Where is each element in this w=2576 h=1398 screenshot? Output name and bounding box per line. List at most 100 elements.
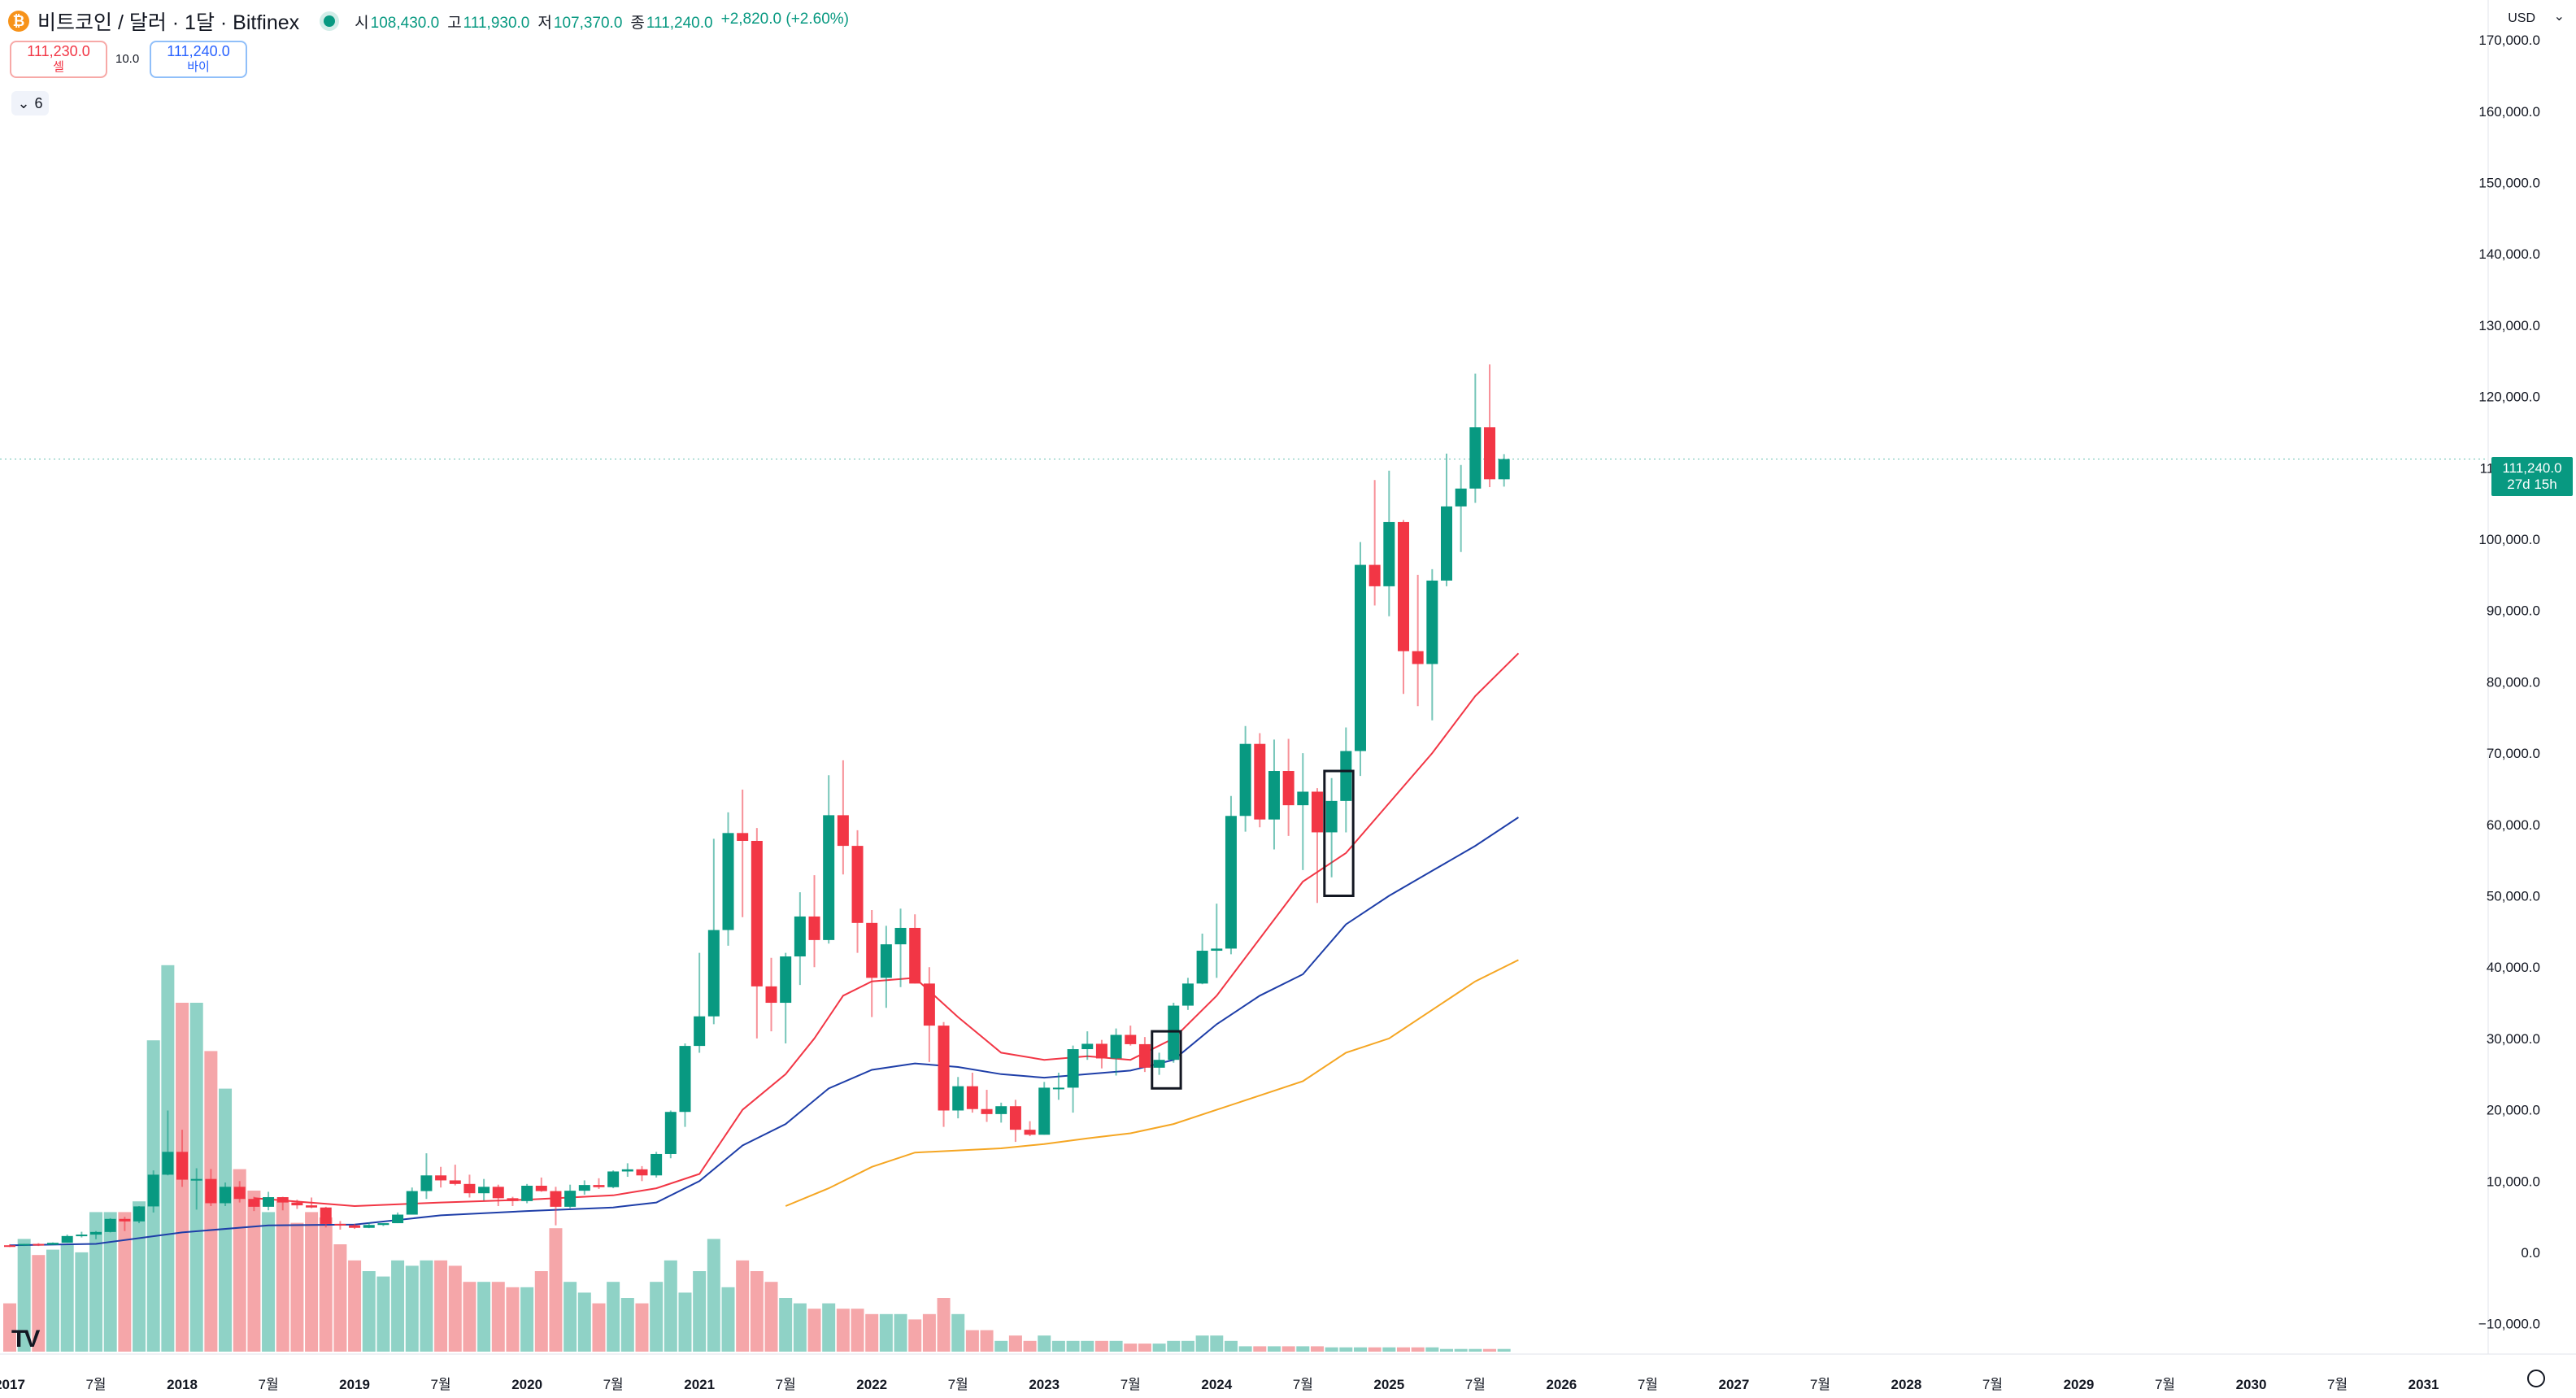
currency-label[interactable]: USD — [2508, 11, 2535, 25]
volume-bar — [1497, 1348, 1511, 1352]
candle — [794, 892, 806, 986]
volume-bar — [1382, 1347, 1396, 1352]
candle — [1024, 1121, 1036, 1137]
candle — [1225, 795, 1237, 955]
x-tick-label: 2024 — [1201, 1377, 1232, 1392]
high-value: 111,930.0 — [463, 14, 530, 32]
candle-body — [1325, 800, 1338, 833]
candle — [894, 908, 907, 987]
candle-body — [593, 1185, 605, 1187]
candle — [392, 1212, 404, 1224]
candle-body — [651, 1153, 663, 1176]
candle — [1354, 542, 1366, 777]
candle-body — [780, 956, 792, 1004]
volume-bar — [779, 1298, 793, 1352]
y-tick-label: 30,000.0 — [2487, 1031, 2540, 1047]
volume-bar — [118, 1212, 132, 1352]
candle-body — [320, 1207, 332, 1224]
candle — [1168, 1003, 1180, 1063]
volume-bar — [564, 1282, 577, 1352]
x-tick-label: 7월 — [1293, 1377, 1313, 1392]
volume-bar — [1425, 1347, 1439, 1352]
candle — [851, 830, 864, 953]
sell-button[interactable]: 111,230.0 셀 — [10, 41, 107, 78]
buy-button[interactable]: 111,240.0 바이 — [150, 41, 247, 78]
candle — [306, 1197, 318, 1209]
candle-body — [966, 1086, 978, 1109]
y-tick-label: 10,000.0 — [2487, 1174, 2540, 1189]
candle — [90, 1230, 102, 1239]
candle-body — [621, 1169, 633, 1172]
candle — [176, 1130, 189, 1187]
y-tick-label: 60,000.0 — [2487, 817, 2540, 833]
candle — [578, 1180, 590, 1195]
candle — [722, 812, 734, 946]
buy-price: 111,240.0 — [167, 43, 230, 59]
candle — [564, 1184, 577, 1209]
volume-bar — [1396, 1347, 1410, 1352]
x-tick-label: 7월 — [603, 1377, 624, 1392]
volume-bar — [736, 1260, 750, 1352]
volume-bar — [607, 1282, 620, 1352]
candle-body — [981, 1108, 993, 1114]
annotation-box — [1151, 1030, 1182, 1090]
candle-body — [133, 1206, 146, 1222]
candle-body — [263, 1197, 275, 1207]
candle — [4, 1243, 15, 1248]
candle-body — [1181, 983, 1194, 1006]
candle — [1239, 725, 1251, 832]
currency-chevron-icon[interactable]: ⌄ — [2553, 10, 2565, 24]
volume-bar — [333, 1244, 347, 1352]
candle-body — [679, 1046, 691, 1113]
candle-body — [435, 1175, 447, 1181]
candle-body — [463, 1183, 476, 1194]
volume-bar — [664, 1260, 677, 1352]
candle — [420, 1153, 433, 1200]
x-tick-label: 2023 — [1029, 1377, 1060, 1392]
candle — [104, 1217, 116, 1233]
volume-bar — [693, 1271, 707, 1352]
x-tick-label: 2031 — [2408, 1377, 2439, 1392]
candle — [1325, 777, 1338, 878]
candle-body — [406, 1191, 418, 1215]
candle-body — [823, 815, 835, 940]
volume-bar — [1195, 1335, 1209, 1352]
volume-bar — [305, 1212, 319, 1352]
candle-body — [1125, 1034, 1137, 1044]
x-tick-label: 7월 — [2155, 1377, 2175, 1392]
volume-bar — [1483, 1348, 1497, 1352]
y-tick-label: 0.0 — [2521, 1245, 2540, 1261]
chevron-down-icon: ⌄ — [17, 94, 30, 111]
candle — [1282, 738, 1295, 836]
x-tick-label: 2017 — [0, 1377, 25, 1392]
candle-body — [1354, 564, 1366, 751]
x-tick-label: 2018 — [167, 1377, 198, 1392]
candle-body — [449, 1180, 461, 1184]
candle — [966, 1072, 978, 1113]
candle-body — [1383, 521, 1395, 586]
symbol-title[interactable]: 비트코인 / 달러 · 1달 · Bitfinex — [37, 11, 300, 34]
change-value: +2,820.0 (+2.60%) — [720, 10, 849, 28]
sell-price: 111,230.0 — [27, 43, 90, 59]
indicators-toggle[interactable]: ⌄ 6 — [11, 91, 49, 115]
candle-body — [176, 1152, 189, 1180]
tradingview-logo-icon[interactable]: TV — [11, 1326, 40, 1352]
y-tick-label: 160,000.0 — [2478, 104, 2540, 120]
candle — [449, 1165, 461, 1186]
indicator-count: 6 — [34, 94, 43, 111]
candle — [406, 1187, 418, 1215]
candle — [1211, 904, 1223, 978]
y-tick-label: 170,000.0 — [2478, 33, 2540, 48]
close-value: 111,240.0 — [646, 14, 713, 32]
candle — [636, 1165, 648, 1182]
settings-icon[interactable] — [2527, 1370, 2545, 1387]
candle-body — [1081, 1043, 1094, 1050]
x-tick-label: 7월 — [1120, 1377, 1141, 1392]
symbol-header: ₿ 비트코인 / 달러 · 1달 · Bitfinex 시 108,430.0 고… — [8, 7, 849, 36]
candle — [248, 1196, 260, 1212]
spread-value: 10.0 — [115, 52, 140, 66]
candle — [190, 1168, 202, 1210]
candle — [363, 1222, 375, 1229]
candle-body — [578, 1185, 590, 1191]
